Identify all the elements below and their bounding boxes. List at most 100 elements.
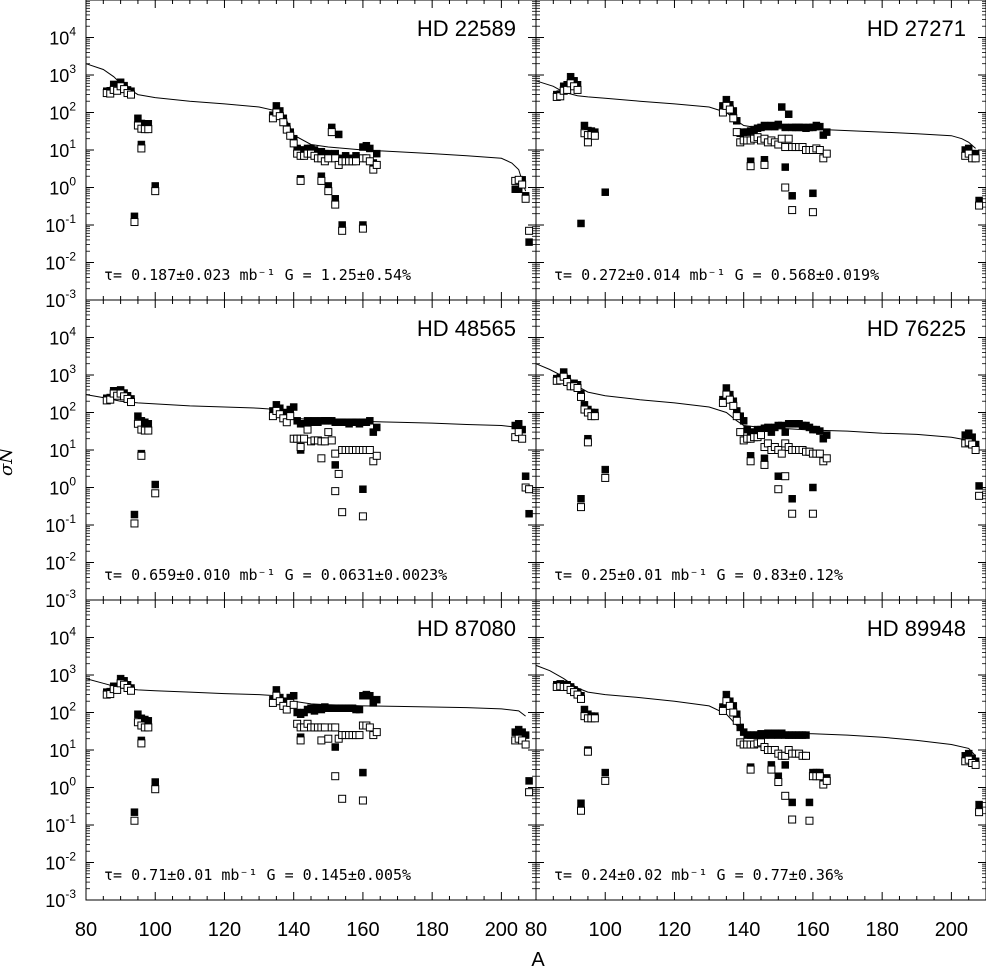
data-point-open <box>732 716 741 725</box>
data-point-open <box>303 425 312 434</box>
chart-panel: 104 103 102 101 100 10-1 10-2 10-3 HD 48565 τ= 0.… <box>45 299 537 611</box>
data-point-open <box>331 154 340 163</box>
data-point-open <box>331 487 340 496</box>
y-tick-label: 103 <box>49 662 76 686</box>
x-tick-label: 200 <box>935 919 968 941</box>
data-point-open <box>757 431 765 440</box>
y-tick-label: 104 <box>49 25 76 49</box>
data-point-filled <box>975 482 983 490</box>
data-point-open <box>130 519 139 528</box>
data-point-open <box>788 509 797 518</box>
data-point-open <box>327 128 336 137</box>
data-point-filled <box>525 777 533 785</box>
data-point-open <box>975 808 984 817</box>
data-point-open <box>577 503 585 512</box>
panel-annotation: τ= 0.25±0.01 mb⁻¹ G = 0.83±0.12% <box>554 566 843 584</box>
data-point-open <box>729 401 738 410</box>
data-point-open <box>746 162 755 171</box>
data-point-open <box>338 794 347 803</box>
y-tick-label: 10-1 <box>45 212 76 236</box>
data-point-open <box>127 90 135 99</box>
data-point-filled <box>366 691 374 700</box>
y-tick-label: 10-2 <box>45 550 76 574</box>
data-point-open <box>358 512 367 521</box>
data-point-filled <box>525 509 533 518</box>
data-point-open <box>518 180 527 189</box>
data-point-open <box>732 412 741 421</box>
data-point-open <box>338 226 347 235</box>
data-point-open <box>130 816 139 825</box>
data-point-open <box>808 509 817 518</box>
data-point-filled <box>334 130 343 139</box>
data-point-filled <box>784 110 793 118</box>
panel-frame <box>85 299 537 601</box>
data-point-open <box>525 788 534 797</box>
panel-title: HD 27271 <box>867 16 966 41</box>
data-point-open <box>601 473 610 482</box>
y-tick-label: 104 <box>49 325 76 349</box>
data-point-filled <box>601 465 609 474</box>
data-point-open <box>718 398 727 407</box>
data-point-filled <box>975 800 983 809</box>
x-tick-label: 200 <box>485 919 518 941</box>
data-point-open <box>130 218 139 227</box>
data-point-filled <box>809 483 817 492</box>
y-tick-label: 103 <box>49 62 76 86</box>
x-tick-label: 140 <box>277 919 310 941</box>
data-point-filled <box>373 695 381 704</box>
panel-title: HD 76225 <box>867 316 966 341</box>
panel-title: HD 89948 <box>867 616 966 641</box>
data-point-open <box>317 176 326 185</box>
data-point-filled <box>366 144 374 153</box>
x-axis-label: A <box>531 949 545 971</box>
data-point-filled <box>788 495 796 503</box>
y-tick-label: 102 <box>49 400 76 424</box>
data-point-open <box>127 686 135 695</box>
data-point-open <box>805 816 814 825</box>
data-point-open <box>590 412 599 421</box>
data-point-open <box>583 438 592 447</box>
data-point-open <box>563 85 572 94</box>
data-point-open <box>732 128 741 137</box>
chart-panel: 80 100 120 140 160 180 200 HD 89948 τ= 0.24±0.02… <box>525 599 986 941</box>
panel-frame <box>85 599 537 901</box>
chart-panel: 104 103 102 101 100 10-1 10-2 10-3 HD 22589 τ= 0.… <box>45 0 537 311</box>
data-point-open <box>777 134 786 143</box>
data-point-open <box>788 815 797 824</box>
data-point-filled <box>521 472 530 480</box>
y-tick-label: 100 <box>49 775 76 799</box>
data-point-open <box>331 449 340 458</box>
data-point-filled <box>601 768 609 777</box>
data-point-open <box>525 485 534 494</box>
data-point-open <box>781 143 790 152</box>
data-point-open <box>355 731 364 740</box>
data-point-open <box>788 206 797 215</box>
data-point-open <box>815 772 824 781</box>
data-point-open <box>331 200 340 209</box>
x-tick-label: 180 <box>415 919 448 941</box>
data-point-open <box>583 747 592 756</box>
data-point-open <box>971 446 980 454</box>
y-tick-label: 103 <box>49 362 76 386</box>
data-point-open <box>338 508 347 517</box>
data-point-filled <box>781 761 789 769</box>
data-point-open <box>521 740 530 749</box>
data-point-filled <box>823 431 831 439</box>
data-point-open <box>127 398 135 407</box>
data-point-open <box>774 778 783 787</box>
panel-annotation: τ= 0.24±0.02 mb⁻¹ G = 0.77±0.36% <box>554 866 843 884</box>
data-point-open <box>289 700 298 709</box>
data-point-open <box>317 736 326 745</box>
data-point-open <box>324 428 333 437</box>
data-point-open <box>760 160 769 169</box>
data-point-open <box>777 449 786 458</box>
data-point-open <box>268 698 277 707</box>
data-point-open <box>815 146 824 154</box>
data-point-open <box>324 734 333 743</box>
data-point-open <box>808 208 817 217</box>
y-tick-label: 102 <box>49 700 76 724</box>
data-point-open <box>601 776 610 785</box>
data-point-open <box>372 160 381 169</box>
data-point-filled <box>809 189 817 198</box>
data-point-open <box>514 428 523 437</box>
